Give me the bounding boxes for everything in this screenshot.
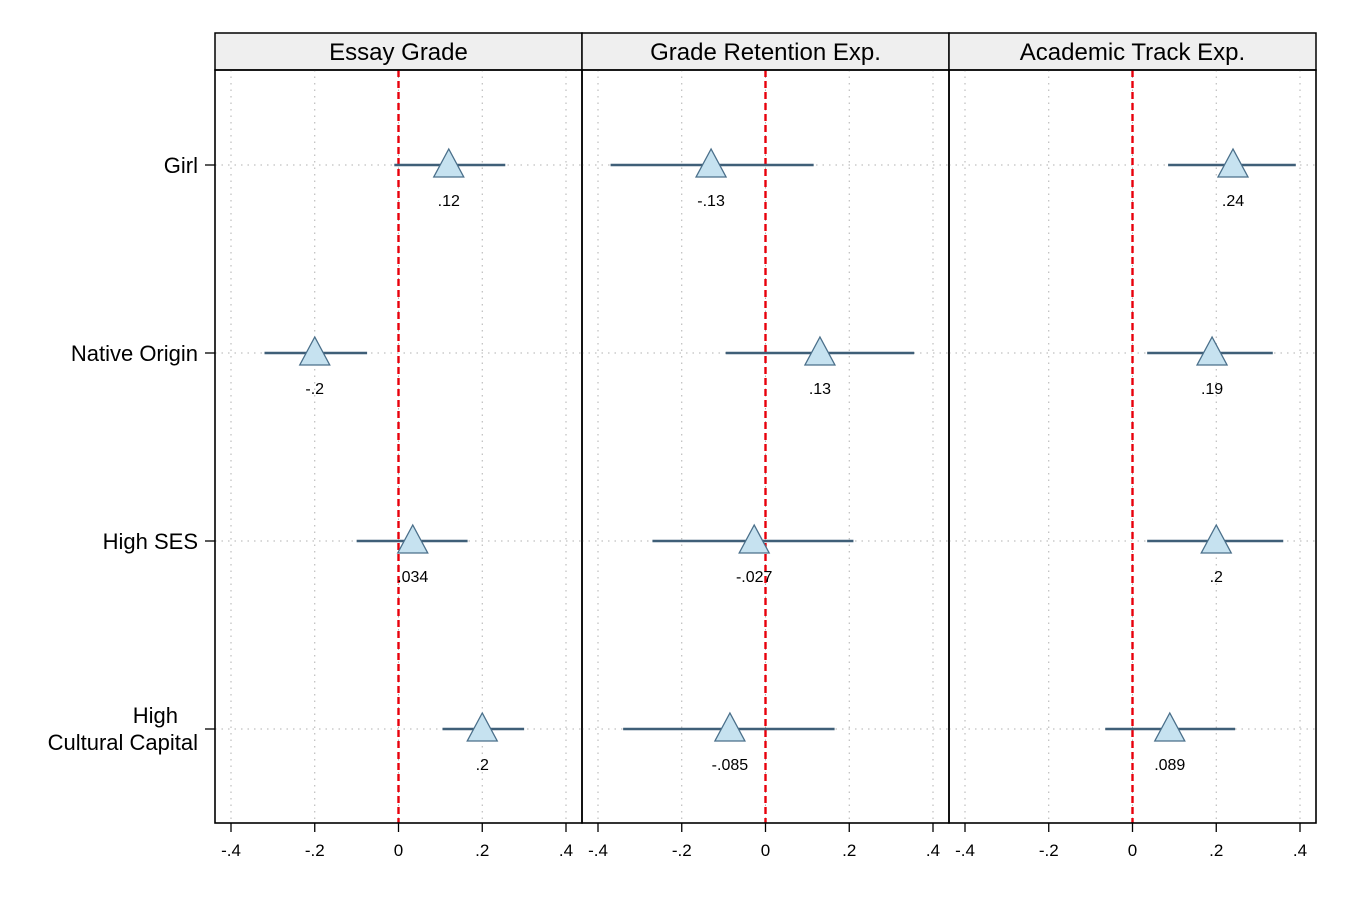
x-tick-label: -.2 <box>305 841 325 860</box>
estimate-marker <box>396 523 429 554</box>
x-tick-label: 0 <box>1128 841 1137 860</box>
estimate-label: -.2 <box>305 381 324 398</box>
estimate-marker <box>1216 147 1250 178</box>
estimate-marker <box>1153 711 1186 742</box>
panels: Essay Grade.12-.2.034.2-.4 -.2 0.2.4Grade … <box>214 32 1317 860</box>
estimate-label: .13 <box>809 381 831 398</box>
panel-3: Academic Track Exp. .24 .19 .2 .089 -.4 -.2 0 .2… <box>948 32 1317 860</box>
estimate-label: .034 <box>397 569 428 586</box>
category-label: High SES <box>103 529 198 554</box>
estimate-marker <box>713 711 746 742</box>
x-tick-label: 0 <box>761 841 770 860</box>
estimate-label: .089 <box>1154 757 1185 774</box>
panel-header <box>581 32 950 71</box>
x-tick-label: .4 <box>559 841 573 860</box>
estimate-label: .2 <box>1210 569 1223 586</box>
x-tick-label: -.2 <box>672 841 692 860</box>
x-tick-label: -.4 <box>221 841 241 860</box>
panel-title: Academic Track Exp. <box>1020 39 1245 66</box>
estimate-label: .24 <box>1222 193 1244 210</box>
estimate-marker <box>1200 523 1233 554</box>
estimate-label: .19 <box>1201 381 1223 398</box>
panel-title: Essay Grade <box>329 39 468 66</box>
category-label: Native Origin <box>71 341 198 366</box>
category-label: Girl <box>164 153 198 178</box>
estimate-label: -.085 <box>712 757 749 774</box>
panel-1: Essay Grade .12 -.2 .034 .2 -.4 -.2 0 .2 .4 <box>214 32 583 860</box>
estimate-label: .12 <box>438 193 460 210</box>
x-tick-label: .2 <box>842 841 856 860</box>
x-tick-label: -.2 <box>1039 841 1059 860</box>
estimate-marker <box>694 147 728 178</box>
x-tick-label: .2 <box>475 841 489 860</box>
x-tick-label: .2 <box>1209 841 1223 860</box>
estimate-marker <box>466 711 499 742</box>
category-label-line: Cultural Capital <box>48 730 198 755</box>
estimate-marker <box>298 335 331 366</box>
estimate-label: -.027 <box>736 569 773 586</box>
estimate-label: .2 <box>476 757 489 774</box>
category-label-line: High SES <box>103 529 198 554</box>
category-label-line: High <box>133 703 178 728</box>
x-tick-label: -.4 <box>955 841 975 860</box>
x-tick-label: 0 <box>394 841 403 860</box>
category-labels: Girl Native Origin High SES High Cultural Ca… <box>48 153 215 755</box>
estimate-marker <box>432 147 465 178</box>
estimate-marker <box>803 335 837 366</box>
estimate-marker <box>738 523 771 554</box>
panel-2: Grade Retention Exp. -.13 .13 -.027 -.085 -.4… <box>581 32 950 860</box>
x-tick-label: .4 <box>1293 841 1307 860</box>
category-label-line: Native Origin <box>71 341 198 366</box>
x-tick-label: .4 <box>926 841 940 860</box>
category-label: High Cultural Capital <box>48 703 198 755</box>
panel-title: Grade Retention Exp. <box>650 39 881 66</box>
category-label-line: Girl <box>164 153 198 178</box>
estimate-marker <box>1195 335 1229 366</box>
x-tick-label: -.4 <box>588 841 608 860</box>
estimate-label: -.13 <box>697 193 725 210</box>
panel-header <box>214 32 583 71</box>
